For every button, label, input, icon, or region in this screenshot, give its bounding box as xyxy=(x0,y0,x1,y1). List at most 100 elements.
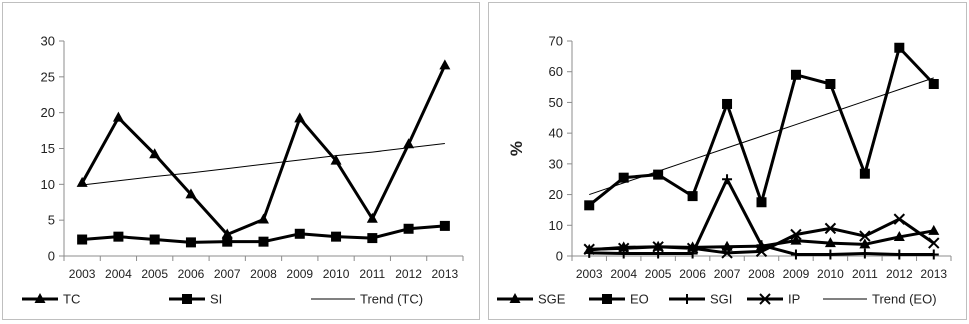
x-tick-label: 2012 xyxy=(395,267,422,281)
y-tick-label: 70 xyxy=(549,34,563,49)
legend: SGE EO SGI IP Trend (EO) xyxy=(497,292,937,307)
data-point-tc xyxy=(366,212,378,223)
data-point-tc xyxy=(185,188,197,199)
data-point-si xyxy=(222,236,233,247)
x-tick-label: 2009 xyxy=(783,267,810,281)
data-point-sge xyxy=(824,237,836,248)
y-tick-label: 20 xyxy=(549,187,563,202)
legend-marker-tc xyxy=(34,293,46,303)
data-point-ip xyxy=(893,213,906,225)
y-tick-label: 60 xyxy=(549,64,563,79)
legend-item-eo: EO xyxy=(589,292,649,307)
series-ip xyxy=(583,213,940,259)
x-tick-label: 2003 xyxy=(576,267,603,281)
legend-marker-sgi xyxy=(682,294,692,304)
legend-label-sgi: SGI xyxy=(710,292,732,307)
data-point-tc xyxy=(294,112,306,123)
data-point-sgi xyxy=(825,249,836,260)
data-point-ip xyxy=(928,237,940,249)
y-tick-label: 10 xyxy=(549,218,563,233)
y-axis-label: % xyxy=(507,141,526,156)
legend-marker-sge xyxy=(509,293,521,303)
y-tick-label: 25 xyxy=(41,69,55,84)
data-point-eo xyxy=(859,168,870,179)
data-point-tc xyxy=(258,213,269,224)
series-si xyxy=(77,220,450,248)
data-point-sge xyxy=(928,224,940,235)
data-point-si xyxy=(113,231,124,242)
legend-item-sge: SGE xyxy=(497,292,566,307)
data-point-sgi xyxy=(653,248,664,259)
y-tick-label: 50 xyxy=(549,95,563,110)
legend-label-si: SI xyxy=(210,292,222,307)
data-point-ip xyxy=(617,242,630,255)
legend-item-trend-tc: Trend (TC) xyxy=(311,292,423,307)
data-point-eo xyxy=(687,191,698,202)
y-tick-label: 30 xyxy=(41,34,55,49)
data-point-eo xyxy=(653,169,664,180)
data-point-ip xyxy=(721,247,733,259)
legend-label-trend-eo: Trend (EO) xyxy=(872,292,937,307)
data-point-eo xyxy=(618,172,629,183)
data-point-tc xyxy=(112,111,124,122)
data-point-tc xyxy=(221,228,233,239)
data-point-si xyxy=(185,237,196,248)
data-point-si xyxy=(258,236,269,247)
y-tick-label: 15 xyxy=(41,141,55,156)
x-tick-label: 2008 xyxy=(748,267,775,281)
data-point-eo xyxy=(928,79,939,89)
y-tick-label: 0 xyxy=(556,249,563,264)
data-point-ip xyxy=(859,230,871,242)
data-point-sge xyxy=(893,230,905,241)
x-tick-label: 2009 xyxy=(286,267,313,281)
data-point-eo xyxy=(584,200,595,211)
x-tick-label: 2006 xyxy=(679,267,706,281)
x-tick-label: 2004 xyxy=(610,267,637,281)
data-point-si xyxy=(331,231,342,242)
data-point-si xyxy=(77,234,88,245)
y-tick-label: 30 xyxy=(549,156,563,171)
data-point-sge xyxy=(859,238,871,249)
right-chart: 0 10 20 30 40 50 60 70 2003 2004 2005 2006 2007 2008 2… xyxy=(497,34,952,307)
legend-item-tc: TC xyxy=(22,292,80,307)
data-point-si xyxy=(294,228,305,239)
x-tick-label: 2013 xyxy=(432,267,459,281)
data-point-sgi xyxy=(894,249,905,260)
y-tick-label: 5 xyxy=(48,213,55,228)
x-tick-label: 2007 xyxy=(714,267,741,281)
data-point-ip xyxy=(583,243,595,255)
data-point-ip xyxy=(686,242,699,255)
y-tick-label: 20 xyxy=(41,105,55,120)
x-tick-label: 2005 xyxy=(645,267,672,281)
left-chart-panel: 0 5 10 15 20 25 30 2003 2004 2005 2006 2007 2008 2009… xyxy=(2,2,480,320)
x-tick-label: 2010 xyxy=(323,267,350,281)
data-point-eo xyxy=(825,79,836,89)
data-point-si xyxy=(367,233,378,244)
x-tick-label: 2012 xyxy=(886,267,913,281)
data-point-sgi xyxy=(722,174,733,185)
x-tick-label: 2004 xyxy=(105,267,132,281)
x-tick-label: 2011 xyxy=(359,267,385,281)
data-point-ip xyxy=(755,245,768,258)
x-tick-label: 2008 xyxy=(250,267,277,281)
data-point-sgi xyxy=(687,248,698,259)
legend-item-ip: IP xyxy=(747,292,800,307)
data-point-si xyxy=(149,234,160,245)
y-tick-label: 0 xyxy=(48,249,55,264)
series-eo xyxy=(584,42,939,211)
data-point-tc xyxy=(330,154,342,165)
data-point-sgi xyxy=(618,248,629,259)
legend-label-ip: IP xyxy=(788,292,800,307)
legend-marker-ip xyxy=(759,293,771,305)
y-tick-label: 40 xyxy=(549,126,563,141)
data-point-sge xyxy=(721,240,733,251)
data-point-si xyxy=(403,223,414,234)
data-point-eo xyxy=(790,69,801,80)
legend: TC SI Trend (TC) xyxy=(22,292,423,307)
x-tick-label: 2007 xyxy=(214,267,241,281)
series-line-trend-eo xyxy=(589,77,934,196)
x-tick-label: 2013 xyxy=(920,267,947,281)
data-point-sgi xyxy=(790,249,801,260)
series-line-trend-tc xyxy=(82,142,445,186)
data-point-tc xyxy=(403,138,415,149)
